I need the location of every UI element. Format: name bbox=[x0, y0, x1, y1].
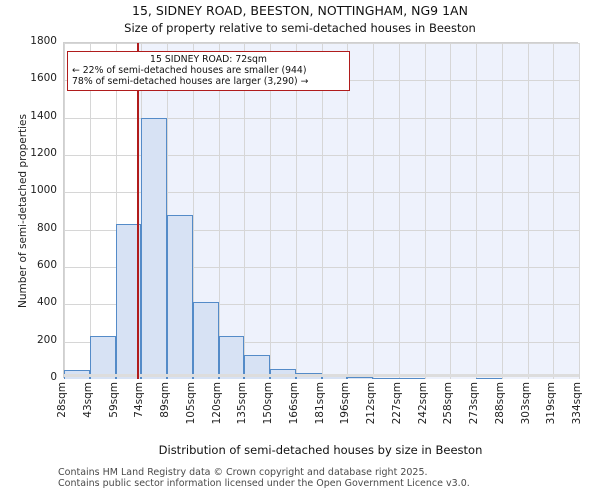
y-tick-label: 1000 bbox=[30, 184, 57, 197]
x-tick-label: 181sqm bbox=[313, 382, 326, 425]
chart-title: 15, SIDNEY ROAD, BEESTON, NOTTINGHAM, NG… bbox=[132, 3, 468, 18]
y-tick-label: 1600 bbox=[30, 72, 57, 85]
vertical-gridline bbox=[527, 43, 529, 379]
x-tick-label: 303sqm bbox=[519, 382, 532, 425]
vertical-gridline bbox=[295, 43, 297, 379]
vertical-gridline bbox=[89, 43, 91, 379]
x-tick-label: 319sqm bbox=[545, 382, 558, 425]
y-axis-label: Number of semi-detached properties bbox=[17, 114, 29, 308]
x-tick-label: 288sqm bbox=[493, 382, 506, 425]
x-axis-label: Distribution of semi-detached houses by … bbox=[158, 443, 483, 457]
vertical-gridline bbox=[270, 43, 271, 379]
histogram-bar bbox=[347, 376, 373, 379]
plot-area: 15 SIDNEY ROAD: 72sqm ← 22% of semi-deta… bbox=[63, 42, 580, 379]
vertical-gridline bbox=[450, 43, 452, 379]
x-tick-label: 334sqm bbox=[571, 382, 583, 425]
x-tick-label: 273sqm bbox=[468, 382, 480, 425]
y-tick-label: 800 bbox=[36, 221, 57, 234]
histogram-bar bbox=[270, 368, 296, 379]
x-tick-label: 135sqm bbox=[236, 382, 249, 425]
x-tick-label: 120sqm bbox=[210, 382, 223, 425]
x-tick-label: 89sqm bbox=[159, 382, 171, 418]
x-axis-line bbox=[64, 374, 579, 377]
vertical-gridline bbox=[192, 43, 194, 379]
x-tick-label: 105sqm bbox=[184, 382, 197, 425]
annotation-box: 15 SIDNEY ROAD: 72sqm ← 22% of semi-deta… bbox=[67, 51, 350, 91]
x-tick-label: 242sqm bbox=[416, 382, 429, 425]
histogram-bar bbox=[89, 336, 116, 379]
x-tick-label: 166sqm bbox=[287, 382, 300, 425]
annotation-title: 15 SIDNEY ROAD: 72sqm bbox=[150, 54, 267, 65]
vertical-gridline bbox=[321, 43, 323, 379]
y-tick-label: 200 bbox=[36, 333, 57, 346]
histogram-bar bbox=[218, 336, 245, 379]
x-tick-label: 150sqm bbox=[262, 382, 274, 425]
footer-copyright: Contains HM Land Registry data © Crown c… bbox=[58, 467, 428, 478]
x-tick-label: 74sqm bbox=[133, 382, 146, 418]
x-tick-label: 258sqm bbox=[442, 382, 455, 425]
histogram-bar bbox=[115, 224, 142, 379]
annotation-larger: 78% of semi-detached houses are larger (… bbox=[72, 76, 309, 87]
histogram-bar bbox=[398, 377, 425, 379]
x-tick-label: 59sqm bbox=[107, 382, 120, 418]
histogram-bar bbox=[141, 117, 167, 379]
histogram-bar bbox=[373, 377, 399, 379]
y-tick-label: 1200 bbox=[30, 147, 57, 159]
vertical-gridline bbox=[501, 43, 503, 379]
y-tick-label: 0 bbox=[50, 371, 57, 383]
x-tick-label: 43sqm bbox=[81, 382, 94, 418]
vertical-gridline bbox=[347, 43, 349, 379]
vertical-gridline bbox=[64, 43, 65, 379]
histogram-bar bbox=[476, 377, 502, 379]
footer-licence: Contains public sector information licen… bbox=[58, 478, 470, 489]
vertical-gridline bbox=[398, 43, 400, 379]
vertical-gridline bbox=[553, 43, 555, 379]
vertical-gridline bbox=[373, 43, 374, 379]
vertical-gridline bbox=[218, 43, 220, 379]
subject-property-marker-line bbox=[137, 43, 140, 379]
vertical-gridline bbox=[424, 43, 426, 379]
y-tick-label: 600 bbox=[36, 259, 57, 271]
vertical-gridline bbox=[476, 43, 477, 379]
vertical-gridline bbox=[579, 43, 580, 379]
histogram-bar bbox=[192, 301, 219, 379]
vertical-gridline bbox=[115, 43, 117, 379]
vertical-gridline bbox=[167, 43, 168, 379]
y-tick-label: 1400 bbox=[30, 109, 57, 122]
y-tick-label: 400 bbox=[36, 296, 57, 309]
x-tick-label: 196sqm bbox=[339, 382, 352, 425]
annotation-smaller: ← 22% of semi-detached houses are smalle… bbox=[72, 65, 307, 76]
x-tick-label: 227sqm bbox=[390, 382, 403, 425]
y-tick-label: 1800 bbox=[30, 35, 57, 47]
histogram-bar bbox=[167, 214, 193, 379]
x-tick-label: 212sqm bbox=[365, 382, 377, 425]
vertical-gridline bbox=[244, 43, 246, 379]
chart-subtitle: Size of property relative to semi-detach… bbox=[124, 21, 476, 35]
x-tick-label: 28sqm bbox=[56, 382, 68, 418]
